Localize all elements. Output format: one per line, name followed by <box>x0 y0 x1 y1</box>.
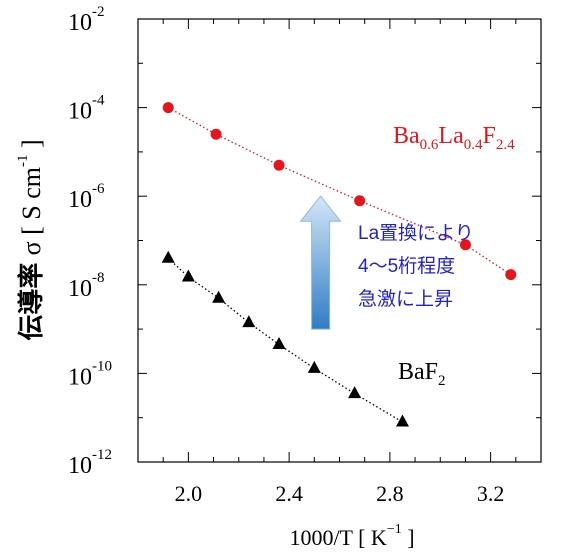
series-label: BaF2 <box>398 359 446 389</box>
y-tick-label: 10-4 <box>68 93 105 125</box>
y-axis-label: 伝導率 σ [ S cm-1 ] <box>15 139 46 340</box>
data-point <box>181 269 195 282</box>
series-line <box>167 107 512 276</box>
y-tick-label: 10-8 <box>68 270 105 302</box>
y-tick-label: 10-10 <box>68 358 112 390</box>
data-point <box>272 337 286 350</box>
x-tick-label: 2.8 <box>376 481 404 506</box>
data-point <box>348 386 362 399</box>
series-line <box>167 257 403 423</box>
x-tick-label: 3.2 <box>477 481 505 506</box>
data-point <box>210 128 222 140</box>
annotation-text: 4〜5桁程度 <box>358 255 455 277</box>
data-point <box>162 102 174 114</box>
data-point <box>212 290 226 303</box>
data-point <box>505 269 517 281</box>
increase-arrow <box>299 195 342 330</box>
x-tick-label: 2.4 <box>275 481 303 506</box>
annotation-text: 急激に上昇 <box>358 288 453 310</box>
x-tick-label: 2.0 <box>175 481 203 506</box>
data-point <box>273 159 285 171</box>
data-point <box>161 250 175 263</box>
plot-frame <box>137 18 542 463</box>
data-point <box>307 360 321 373</box>
y-tick-label: 10-12 <box>68 447 112 479</box>
y-tick-label: 10-6 <box>68 181 105 213</box>
x-axis-label: 1000/T [ K−1 ] <box>289 522 414 550</box>
data-point <box>459 239 471 251</box>
data-point <box>242 315 256 328</box>
data-point <box>354 195 366 207</box>
data-point <box>395 414 409 427</box>
y-tick-label: 10-2 <box>68 4 105 36</box>
series-label: Ba0.6La0.4F2.4 <box>393 123 515 153</box>
annotation-text: La置換により <box>358 222 474 244</box>
